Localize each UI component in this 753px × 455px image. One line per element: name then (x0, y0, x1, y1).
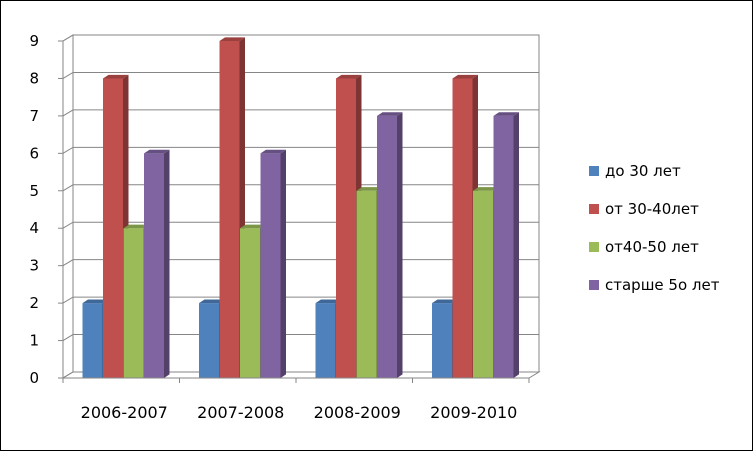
legend-item: старше 5о лет (589, 276, 720, 294)
bar-front (315, 303, 336, 378)
bar-top (82, 299, 108, 304)
legend-swatch (589, 242, 599, 252)
y-tick-label: 5 (29, 182, 39, 200)
side-wall (62, 34, 74, 379)
legend-label: от40-50 лет (605, 238, 699, 256)
y-axis: 0 1 2 3 4 5 6 7 8 9 (29, 32, 64, 387)
bar-front (336, 78, 356, 378)
bar-top (473, 187, 499, 191)
gridline (62, 109, 539, 117)
bar-front (199, 303, 219, 378)
bar-front (473, 190, 493, 378)
bar-front (82, 303, 103, 378)
bar-top (123, 224, 149, 229)
bar (377, 112, 403, 379)
bar-front (377, 115, 397, 378)
legend: до 30 лет от 30-40лет от40-50 лет старше 5о… (589, 162, 720, 294)
bar-front (240, 228, 260, 378)
bar-side (280, 149, 286, 378)
bar-top (356, 187, 382, 191)
bar-front (452, 78, 473, 378)
x-tick-label: 2008-2009 (314, 403, 401, 422)
x-tick-label: 2006-2007 (81, 403, 168, 422)
bar-side (164, 149, 170, 378)
y-tick-label: 1 (29, 332, 39, 350)
x-tick-label: 2009-2010 (430, 403, 517, 422)
legend-label: до 30 лет (605, 162, 681, 180)
y-tick-label: 8 (29, 69, 39, 87)
legend-label: от 30-40лет (605, 200, 699, 218)
bar-top (315, 299, 341, 304)
bars (82, 37, 519, 379)
bar-front (123, 228, 144, 378)
bar-top (103, 74, 129, 79)
bar-front (356, 190, 377, 378)
x-tick-label: 2007-2008 (197, 403, 284, 422)
y-tick-label: 2 (29, 294, 39, 312)
bar-front (219, 41, 240, 378)
gridline (62, 34, 539, 42)
bar-front (432, 303, 452, 378)
bar-top (336, 74, 362, 79)
bar-top (199, 299, 225, 304)
bar-top (493, 112, 519, 116)
y-tick-label: 7 (29, 107, 39, 125)
legend-label: старше 5о лет (605, 276, 720, 294)
x-axis: 2006-2007 2007-2008 2008-2009 2009-2010 (62, 377, 530, 422)
y-tick-label: 6 (29, 144, 39, 162)
bar-side (397, 112, 403, 379)
bar-top (144, 149, 170, 154)
bar-top (240, 224, 266, 229)
bar-top (452, 74, 478, 79)
legend-swatch (589, 166, 599, 176)
bar-front (493, 115, 514, 378)
legend-swatch (589, 204, 599, 214)
bar-front (144, 153, 164, 378)
bar-top (432, 299, 458, 304)
bar (144, 149, 170, 378)
bar-top (260, 149, 286, 154)
legend-item: от 30-40лет (589, 200, 699, 218)
bar-front (260, 153, 281, 378)
bar-top (377, 112, 403, 116)
y-tick-label: 0 (29, 369, 39, 387)
bar-side (513, 112, 519, 379)
y-tick-label: 3 (29, 257, 39, 275)
legend-swatch (589, 280, 599, 290)
gridline (62, 71, 539, 79)
legend-item: до 30 лет (589, 162, 681, 180)
y-tick-label: 9 (29, 32, 39, 50)
y-tick-label: 4 (29, 219, 39, 237)
legend-item: от40-50 лет (589, 238, 699, 256)
bar-front (103, 78, 123, 378)
bar (493, 112, 519, 379)
bar (260, 149, 286, 378)
bar-top (219, 37, 245, 41)
